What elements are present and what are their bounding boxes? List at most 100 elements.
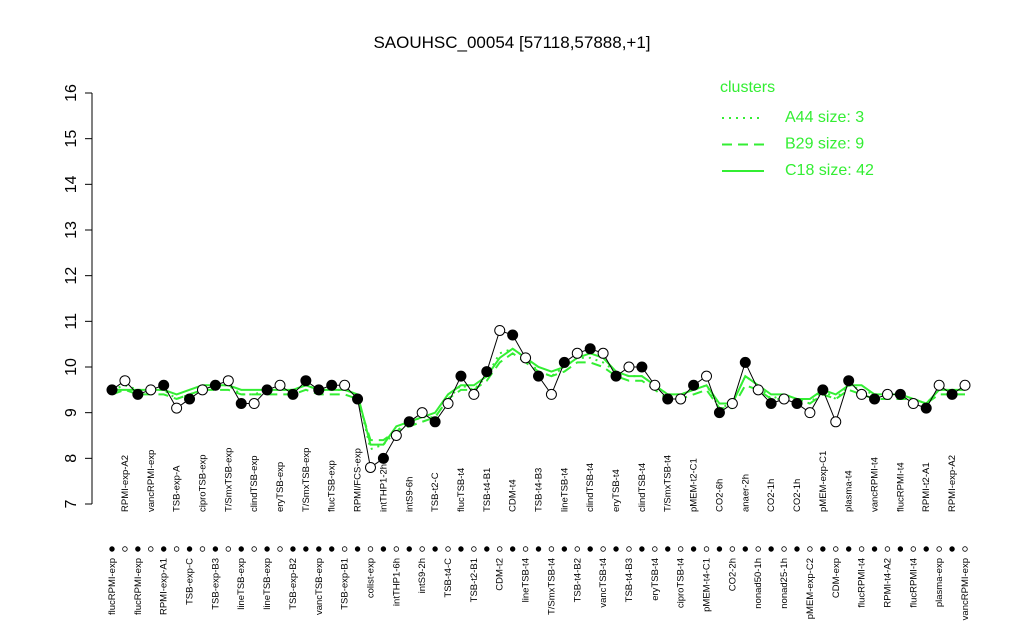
rug-point [109,546,115,552]
category-label: clindTSB-t4 [637,463,648,512]
data-point [390,430,402,441]
y-tick-label: 12 [63,267,80,285]
data-point [688,379,700,391]
rug-point [574,546,580,552]
y-tick-label: 7 [63,499,80,508]
data-point [623,361,635,373]
category-label: TSB-t2-B1 [469,558,480,602]
cluster-line [112,347,965,446]
category-label: TSB-t4-B3 [534,468,545,512]
data-point [416,407,428,419]
category-label: TSB-exp-B3 [210,558,221,610]
y-tick-label: 15 [63,130,80,148]
data-point [145,384,157,396]
data-point [558,356,570,368]
data-point [662,393,674,405]
data-point [778,393,790,405]
data-point [209,379,221,391]
data-point [584,343,596,355]
category-label: RPMI-exp-A2 [120,455,131,512]
category-label: vancRPMI-t4 [870,457,881,512]
category-label: eryTSB-exp [275,462,286,512]
data-point [248,398,260,410]
rug-point [148,546,154,552]
rug-point [833,546,839,552]
rug-point [665,546,671,552]
rug-point [949,546,955,552]
data-point [843,375,855,387]
rug-point [329,546,335,552]
category-label: pMEM-exp-C2 [805,558,816,619]
rug-point [264,546,270,552]
data-point [300,375,312,387]
data-point [235,398,247,410]
data-point [675,393,687,405]
rug-point [742,546,748,552]
category-label: TSB-t4-C [443,558,454,598]
category-label: CO2-6h [714,479,725,512]
data-point [429,416,441,428]
data-point [287,388,299,400]
category-label: RPMI-t4-A2 [882,558,893,608]
rug-point [845,546,852,552]
category-label: flucTSB-exp [327,460,338,512]
category-label: eryTSB-t4 [650,558,661,601]
rug-point [535,546,542,552]
rug-point [341,546,348,552]
rug-point [548,546,555,552]
category-label: flucTSB-t4 [456,468,467,512]
category-label: TSB-exp-B2 [288,558,299,610]
chart-title: SAOUHSC_00054 [57118,57888,+1] [373,33,650,52]
category-label: vancRPMI-exp [146,450,157,512]
data-point [881,388,893,400]
category-label: pMEM-t2-C1 [689,458,700,512]
category-label: CDM-t2 [495,558,506,591]
data-point [726,398,738,410]
category-label: CDM-exp [831,558,842,598]
rug-point [354,546,361,552]
rug-point [199,546,206,552]
y-tick-label: 10 [63,358,80,376]
rug-point [316,546,322,552]
category-label: CO2-1h [766,479,777,512]
category-label: RPMI-exp-A1 [159,558,170,615]
data-point [132,388,144,400]
data-point [403,416,415,428]
y-tick-label: 9 [63,408,80,417]
category-label: TSB-exp-C [185,558,196,605]
data-point [856,388,868,400]
rug-point [936,546,942,552]
data-point [377,452,389,464]
rug-point [858,546,865,552]
rug-point [251,546,257,552]
rug-point [755,546,761,552]
data-point [364,461,376,473]
data-point [481,366,493,378]
data-point [455,370,467,382]
category-label: vancTSB-exp [314,558,325,615]
data-point [739,356,751,368]
rug-point [445,546,451,552]
category-label: anaer-2h [740,474,751,512]
category-label: lineTSB-t4 [521,558,532,602]
rug-point [212,546,219,552]
data-point [507,329,519,341]
category-label: vancRPMI-exp [960,558,971,620]
rug-point [807,546,813,552]
rug-point [173,546,180,552]
category-label: T/SmxTSB-t4 [663,455,674,512]
data-point [352,393,364,405]
data-point [468,388,480,400]
legend-label: C18 size: 42 [785,162,874,179]
rug-point [613,546,619,552]
category-label: TSB-t4-B3 [624,558,635,602]
data-point [804,407,816,419]
category-label: TSB-t4-B1 [482,468,493,512]
category-label: TSB-t2-C [430,472,441,512]
data-point [520,352,532,364]
data-point [171,402,183,414]
data-point [933,379,945,391]
rug-point [587,546,593,552]
rug-point [626,546,632,552]
rug-point [716,546,723,552]
